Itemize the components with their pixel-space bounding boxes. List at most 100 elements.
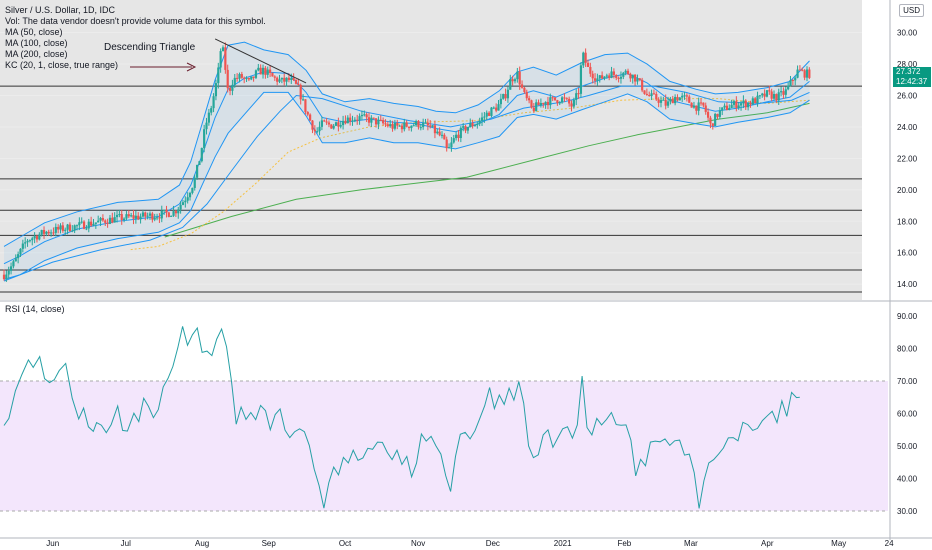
candle-body[interactable]: [85, 228, 88, 230]
candle-body[interactable]: [42, 230, 46, 234]
candle-body[interactable]: [659, 100, 663, 103]
candle-body[interactable]: [287, 77, 291, 80]
candle-body[interactable]: [346, 117, 349, 124]
candle-body[interactable]: [725, 105, 729, 110]
candle-body[interactable]: [542, 102, 545, 105]
candle-body[interactable]: [492, 107, 495, 109]
candle-body[interactable]: [172, 211, 175, 216]
candle-body[interactable]: [624, 70, 627, 73]
candle-body[interactable]: [709, 117, 712, 124]
candle-body[interactable]: [370, 117, 373, 123]
candle-body[interactable]: [64, 229, 67, 231]
candle-body[interactable]: [132, 215, 135, 219]
candle-body[interactable]: [605, 75, 608, 77]
candle-body[interactable]: [396, 123, 399, 126]
descending-triangle-drawing[interactable]: [130, 38, 307, 84]
candle-body[interactable]: [184, 200, 187, 203]
candle-body[interactable]: [504, 94, 507, 99]
candle-body[interactable]: [436, 131, 439, 134]
candle-body[interactable]: [75, 225, 79, 227]
candle-body[interactable]: [674, 97, 677, 104]
candle-body[interactable]: [101, 217, 105, 221]
candle-body[interactable]: [325, 121, 328, 123]
candle-body[interactable]: [593, 78, 597, 81]
candle-body[interactable]: [772, 93, 776, 99]
candle-body[interactable]: [283, 77, 286, 82]
candle-body[interactable]: [579, 65, 583, 94]
candle-body[interactable]: [186, 197, 189, 201]
candle-body[interactable]: [570, 103, 573, 107]
candle-body[interactable]: [243, 77, 246, 79]
candle-body[interactable]: [7, 270, 10, 275]
candle-body[interactable]: [645, 93, 648, 96]
candle-body[interactable]: [443, 134, 446, 140]
candle-body[interactable]: [400, 125, 404, 130]
candle-body[interactable]: [469, 123, 472, 128]
candle-body[interactable]: [120, 214, 123, 221]
candle-body[interactable]: [158, 217, 161, 219]
candle-body[interactable]: [276, 77, 279, 82]
candle-body[interactable]: [188, 192, 192, 198]
candle-body[interactable]: [226, 69, 229, 89]
candle-body[interactable]: [414, 121, 418, 126]
candle-body[interactable]: [509, 79, 512, 90]
candle-body[interactable]: [553, 97, 557, 101]
candle-body[interactable]: [577, 93, 580, 95]
rsi-legend[interactable]: RSI (14, close): [5, 304, 65, 314]
candle-body[interactable]: [791, 79, 794, 81]
candle-body[interactable]: [626, 70, 630, 74]
triangle-annotation[interactable]: Descending Triangle: [104, 42, 196, 53]
candle-body[interactable]: [90, 221, 93, 226]
candle-body[interactable]: [690, 102, 693, 108]
candle-body[interactable]: [650, 93, 653, 97]
candle-body[interactable]: [563, 97, 566, 99]
candle-body[interactable]: [386, 124, 389, 127]
candle-body[interactable]: [417, 121, 420, 128]
candle-body[interactable]: [398, 125, 401, 127]
candle-body[interactable]: [688, 96, 691, 103]
candle-body[interactable]: [45, 231, 48, 234]
candle-body[interactable]: [141, 212, 145, 217]
candle-body[interactable]: [372, 117, 375, 119]
candle-body[interactable]: [419, 127, 422, 129]
candle-body[interactable]: [323, 120, 326, 122]
candle-body[interactable]: [111, 217, 114, 223]
candle-body[interactable]: [426, 122, 429, 126]
candle-body[interactable]: [40, 230, 43, 235]
candle-body[interactable]: [758, 95, 761, 97]
candle-body[interactable]: [301, 99, 305, 101]
candle-body[interactable]: [207, 112, 210, 123]
candle-body[interactable]: [520, 84, 524, 88]
candle-body[interactable]: [641, 79, 644, 91]
candle-body[interactable]: [146, 215, 149, 217]
candle-body[interactable]: [273, 76, 276, 78]
candle-body[interactable]: [582, 52, 585, 66]
candle-body[interactable]: [349, 117, 352, 122]
candle-body[interactable]: [327, 122, 331, 125]
candle-body[interactable]: [393, 123, 396, 129]
candle-body[interactable]: [450, 142, 453, 148]
candle-body[interactable]: [160, 210, 163, 219]
candle-body[interactable]: [697, 102, 700, 111]
candle-body[interactable]: [412, 125, 415, 127]
candle-body[interactable]: [525, 91, 528, 99]
candle-body[interactable]: [744, 100, 747, 108]
candle-body[interactable]: [127, 214, 130, 217]
candle-body[interactable]: [254, 70, 258, 78]
candle-body[interactable]: [584, 52, 587, 63]
candle-body[interactable]: [19, 248, 22, 255]
candle-body[interactable]: [80, 221, 83, 223]
candle-body[interactable]: [297, 83, 300, 85]
candle-body[interactable]: [452, 138, 455, 143]
candle-body[interactable]: [179, 204, 182, 210]
candle-body[interactable]: [115, 214, 119, 218]
candle-body[interactable]: [473, 125, 477, 127]
candle-body[interactable]: [669, 98, 672, 102]
candle-body[interactable]: [478, 120, 481, 124]
candle-body[interactable]: [714, 113, 717, 126]
candle-body[interactable]: [798, 69, 802, 71]
candle-body[interactable]: [228, 88, 232, 91]
candle-body[interactable]: [699, 102, 703, 104]
candle-body[interactable]: [513, 79, 517, 82]
candle-body[interactable]: [556, 100, 559, 104]
